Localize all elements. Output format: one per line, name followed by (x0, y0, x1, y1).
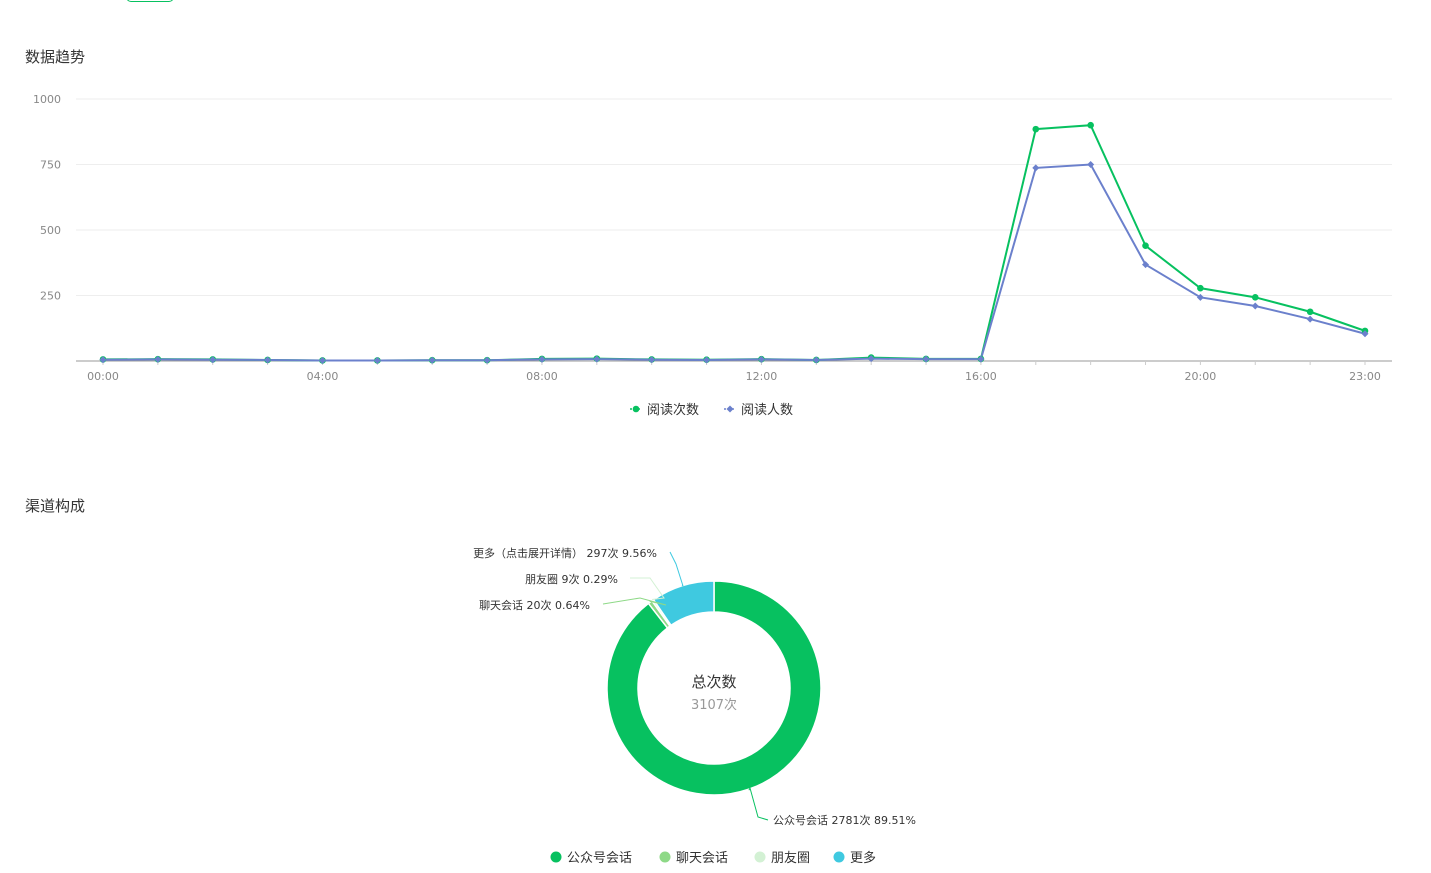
x-tick-label: 08:00 (526, 370, 558, 383)
data-point[interactable] (264, 356, 272, 364)
data-point[interactable] (757, 355, 765, 363)
data-point[interactable] (922, 355, 930, 363)
leader-line (602, 597, 667, 606)
data-point[interactable] (1087, 161, 1095, 168)
slice-label: 聊天会话 20次 0.64% (479, 598, 590, 612)
x-tick-label: 16:00 (965, 370, 997, 383)
legend-marker (726, 405, 734, 413)
channel-section-title: 渠道构成 (25, 497, 86, 515)
leader-line (669, 551, 684, 587)
data-point[interactable] (373, 356, 381, 364)
data-point[interactable] (1251, 302, 1259, 310)
data-point[interactable] (593, 355, 601, 363)
data-point[interactable] (209, 356, 217, 364)
legend-item[interactable]: 更多 (833, 850, 877, 866)
legend-item[interactable]: 朋友圈 (754, 850, 811, 866)
data-point[interactable] (812, 356, 820, 364)
data-point[interactable] (648, 356, 656, 364)
donut-center-title: 总次数 (691, 673, 736, 691)
data-point[interactable] (1032, 125, 1040, 133)
data-point[interactable] (867, 355, 875, 363)
x-tick-label: 00:00 (87, 370, 119, 383)
legend-item[interactable]: 聊天会话 (659, 851, 729, 866)
slice-label: 更多（点击展开详情） 297次 9.56% (473, 546, 657, 560)
data-point[interactable] (1142, 261, 1150, 269)
y-tick-label: 750 (40, 159, 61, 172)
legend-item[interactable]: 阅读人数 (724, 403, 793, 418)
data-point[interactable] (977, 355, 985, 363)
trend-section-title: 数据趋势 (25, 48, 86, 66)
data-point[interactable] (99, 356, 107, 364)
legend-label: 公众号会话 (567, 851, 632, 866)
data-point[interactable] (483, 356, 491, 364)
slice-label: 公众号会话 2781次 89.51% (773, 813, 916, 827)
data-point[interactable] (1361, 330, 1369, 338)
legend-label: 更多 (850, 850, 876, 866)
legend-label: 阅读次数 (647, 402, 699, 418)
series-line (102, 163, 1366, 362)
legend-dot (550, 851, 562, 863)
data-point[interactable] (703, 356, 711, 364)
y-tick-label: 500 (40, 224, 61, 237)
leader-line (630, 577, 665, 600)
leader-line (748, 786, 769, 821)
trend-line-chart: 1000 750 500 250 00:00 04:00 08:00 12:00 16:00 20… (33, 93, 1392, 418)
data-point[interactable] (318, 356, 326, 364)
donut-center-value: 3107次 (691, 697, 737, 713)
legend-marker (632, 405, 640, 413)
x-tick-label: 12:00 (746, 370, 778, 383)
data-point[interactable] (428, 356, 436, 364)
x-tick-label: 04:00 (307, 370, 339, 383)
legend-label: 聊天会话 (676, 851, 728, 866)
data-point[interactable] (1251, 294, 1259, 301)
donut-slice[interactable] (652, 580, 715, 627)
donut-slice[interactable] (606, 580, 822, 796)
data-point[interactable] (154, 355, 162, 363)
legend-dot (659, 851, 671, 863)
data-point[interactable] (1142, 242, 1149, 250)
data-point[interactable] (1196, 293, 1204, 301)
legend-label: 朋友圈 (771, 850, 810, 866)
series-line (102, 124, 1366, 362)
x-tick-label: 23:00 (1349, 370, 1381, 383)
y-tick-label: 250 (40, 290, 61, 303)
data-point[interactable] (1197, 284, 1204, 292)
legend-dot (754, 851, 766, 863)
legend-item[interactable]: 公众号会话 (550, 851, 633, 866)
x-tick-label: 20:00 (1185, 370, 1217, 383)
data-point[interactable] (538, 355, 546, 363)
data-point[interactable] (1306, 315, 1314, 323)
legend-label: 阅读人数 (741, 403, 793, 418)
data-point[interactable] (1306, 308, 1314, 316)
legend-dot (833, 851, 845, 863)
tab-pill[interactable] (126, 0, 174, 2)
data-point[interactable] (1087, 121, 1094, 129)
data-point[interactable] (1032, 164, 1040, 172)
legend-item[interactable]: 阅读次数 (630, 402, 699, 418)
y-tick-label: 1000 (33, 93, 61, 106)
slice-label: 朋友圈 9次 0.29% (525, 572, 618, 586)
